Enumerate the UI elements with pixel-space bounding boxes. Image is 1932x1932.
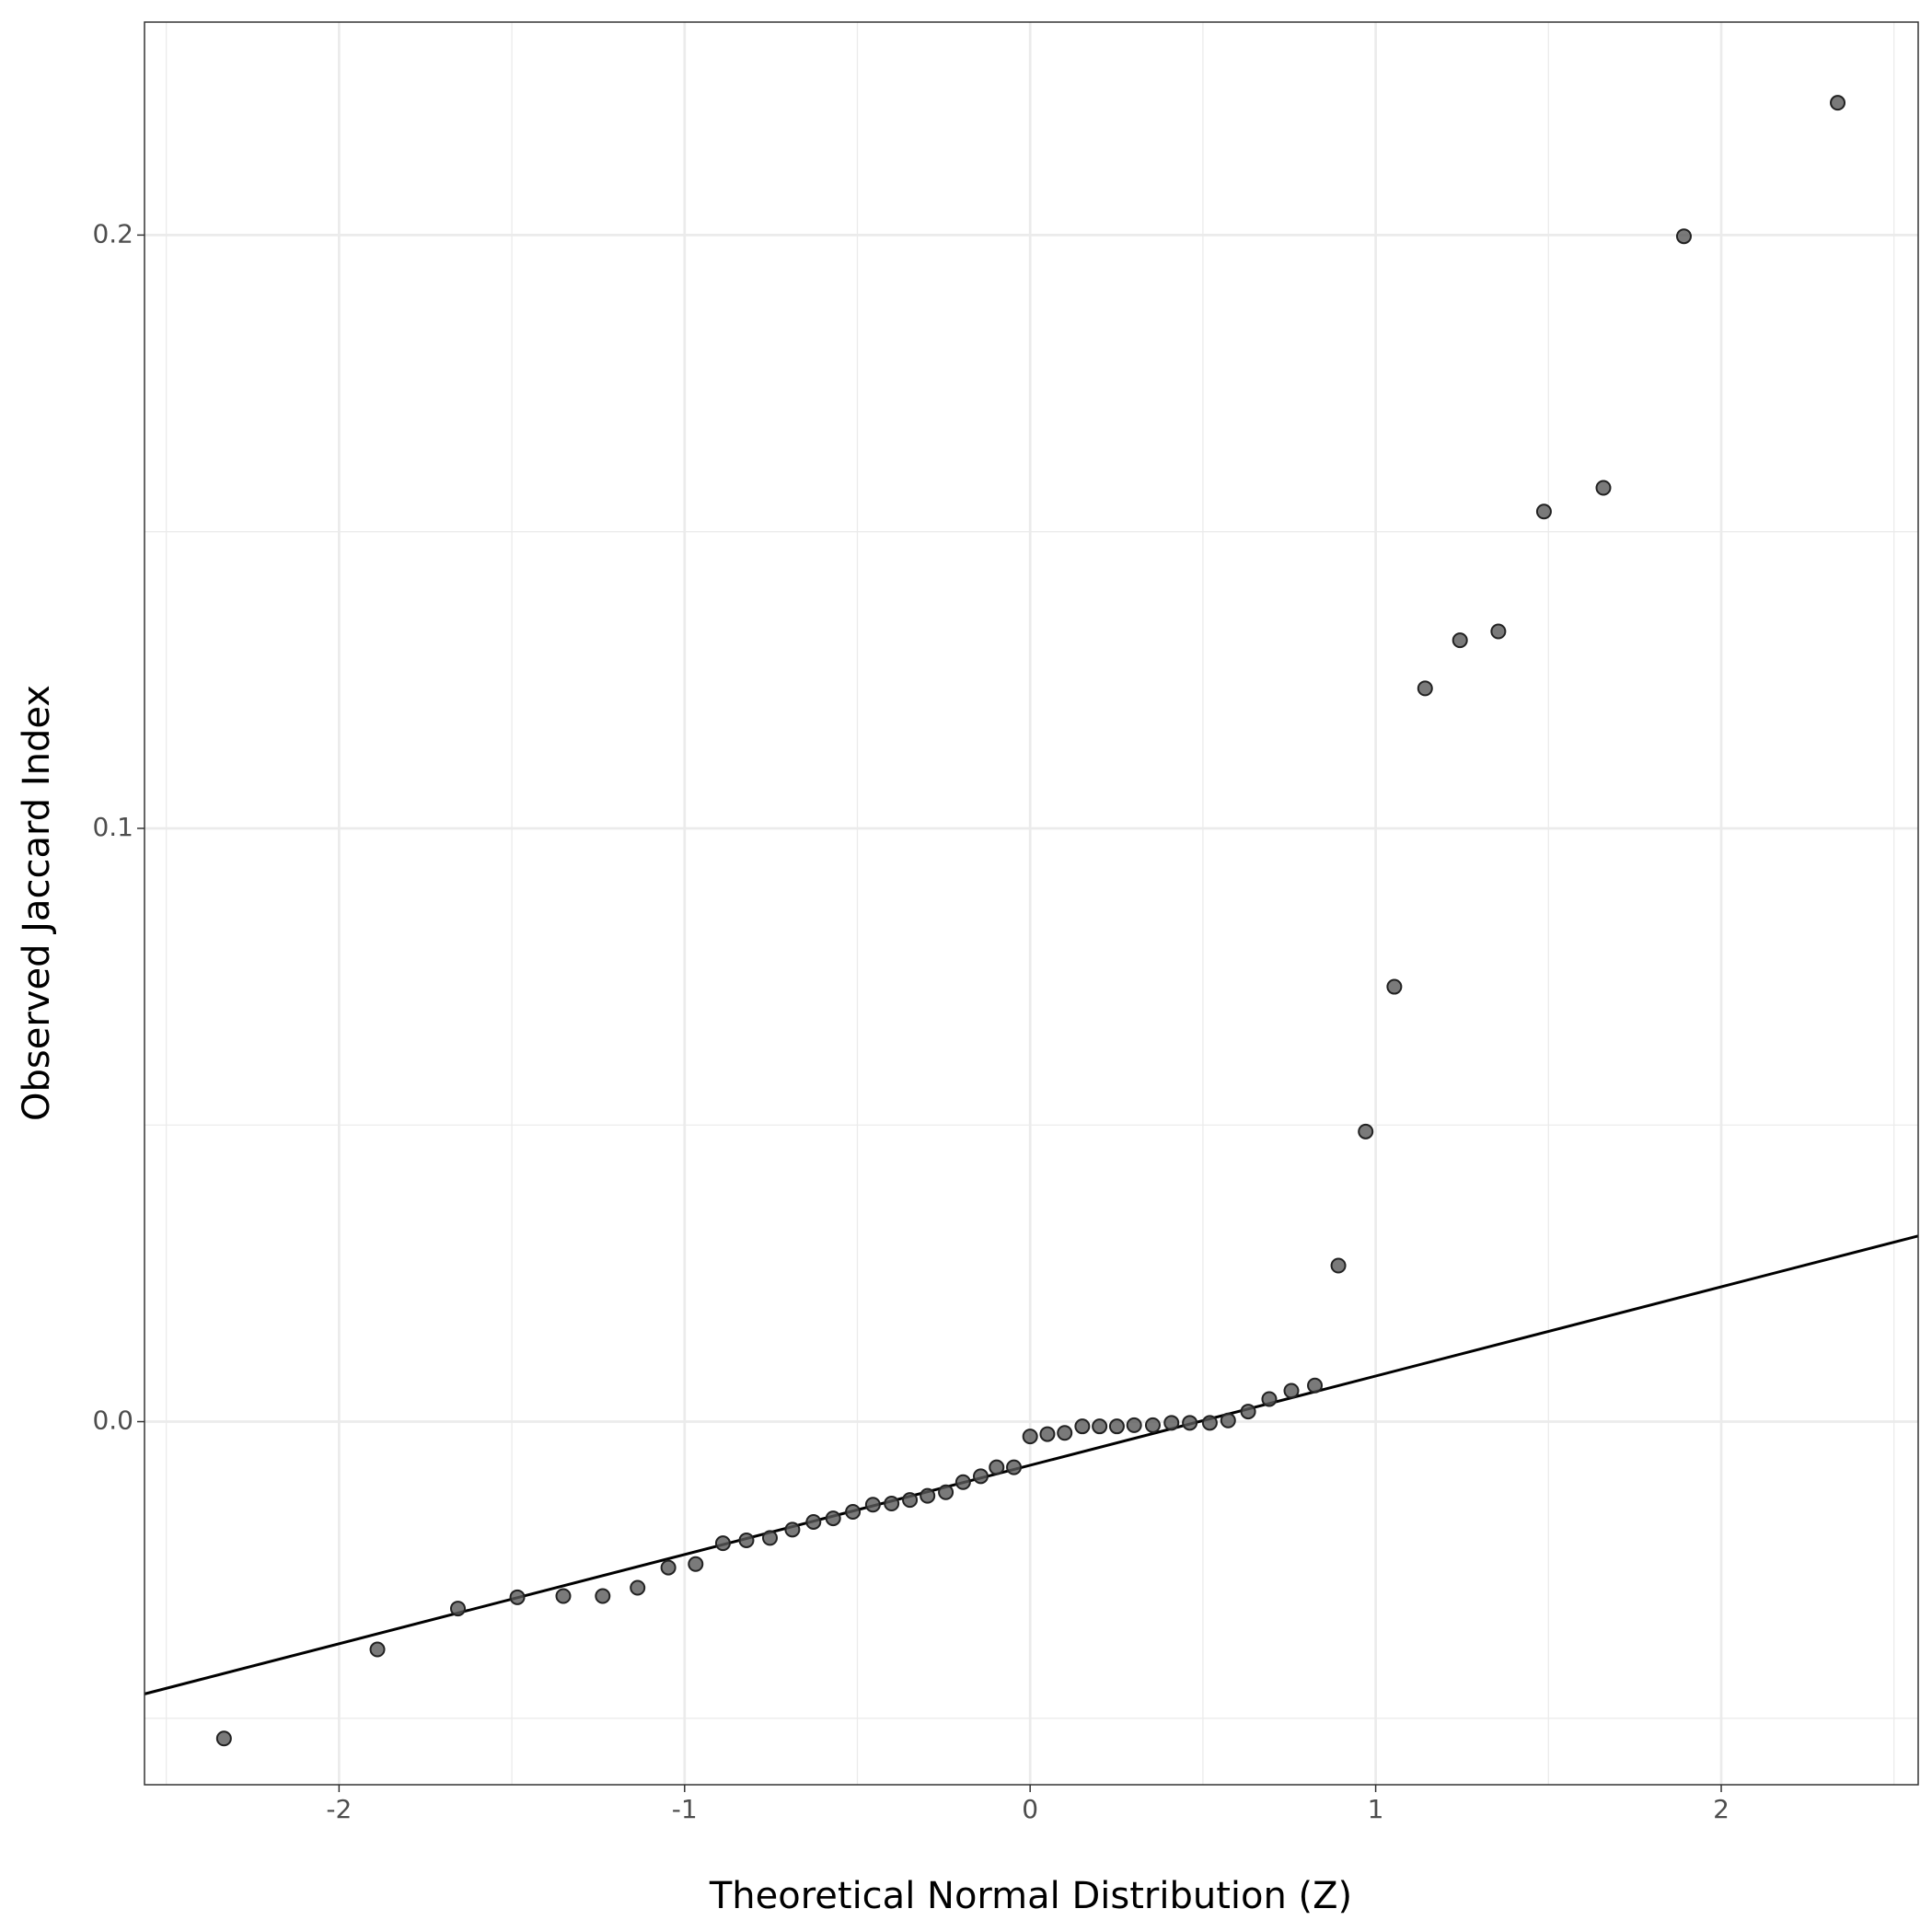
point	[738, 1532, 755, 1548]
panel-border	[144, 21, 1919, 1786]
point	[509, 1589, 526, 1605]
point	[1144, 1417, 1161, 1433]
point	[954, 1474, 971, 1490]
x-tick-label: 0	[1022, 1794, 1038, 1824]
point	[920, 1487, 936, 1504]
point	[805, 1513, 822, 1530]
point	[688, 1556, 704, 1572]
point	[595, 1588, 611, 1604]
point	[1006, 1459, 1023, 1475]
point	[660, 1559, 677, 1576]
point	[1675, 228, 1692, 245]
point	[989, 1459, 1005, 1475]
x-tick-label: 1	[1368, 1794, 1384, 1824]
point	[902, 1492, 919, 1509]
point	[1022, 1429, 1038, 1445]
point	[938, 1484, 954, 1500]
point	[884, 1495, 900, 1511]
point	[555, 1588, 572, 1604]
point	[845, 1504, 862, 1521]
point	[1092, 1418, 1108, 1435]
point	[1330, 1257, 1347, 1274]
point	[369, 1641, 386, 1658]
point	[1830, 95, 1846, 111]
point	[1220, 1412, 1236, 1429]
x-tick-label: -1	[672, 1794, 698, 1824]
point	[1535, 503, 1552, 520]
point	[1490, 623, 1507, 640]
point	[1074, 1418, 1091, 1435]
y-axis-title: Observed Jaccard Index	[16, 685, 58, 1121]
point	[761, 1530, 778, 1546]
point	[1283, 1382, 1300, 1399]
point	[1126, 1417, 1142, 1433]
point	[1595, 480, 1612, 496]
point	[864, 1497, 881, 1513]
point	[1182, 1415, 1198, 1431]
point	[1358, 1123, 1374, 1140]
point	[1039, 1426, 1056, 1442]
x-tick-label: -2	[326, 1794, 352, 1824]
point	[973, 1468, 989, 1485]
x-tick-label: 2	[1713, 1794, 1730, 1824]
point	[1201, 1415, 1218, 1431]
point	[1163, 1415, 1180, 1431]
y-tick-label: 0.1	[92, 812, 133, 842]
point	[215, 1730, 232, 1747]
x-axis-title: Theoretical Normal Distribution (Z)	[709, 1875, 1352, 1917]
point	[1240, 1404, 1256, 1420]
point	[714, 1535, 731, 1552]
point	[450, 1601, 467, 1617]
point	[1261, 1391, 1278, 1407]
y-tick-label: 0.0	[92, 1406, 133, 1436]
point	[1417, 680, 1433, 697]
point	[630, 1579, 646, 1596]
point	[1452, 632, 1468, 649]
reference-line	[144, 1234, 1919, 1695]
point	[1057, 1425, 1073, 1441]
point	[1386, 978, 1403, 995]
y-tick-label: 0.2	[92, 218, 133, 249]
point	[1108, 1418, 1125, 1435]
point	[825, 1510, 841, 1527]
point	[784, 1521, 801, 1538]
point	[1307, 1377, 1324, 1394]
